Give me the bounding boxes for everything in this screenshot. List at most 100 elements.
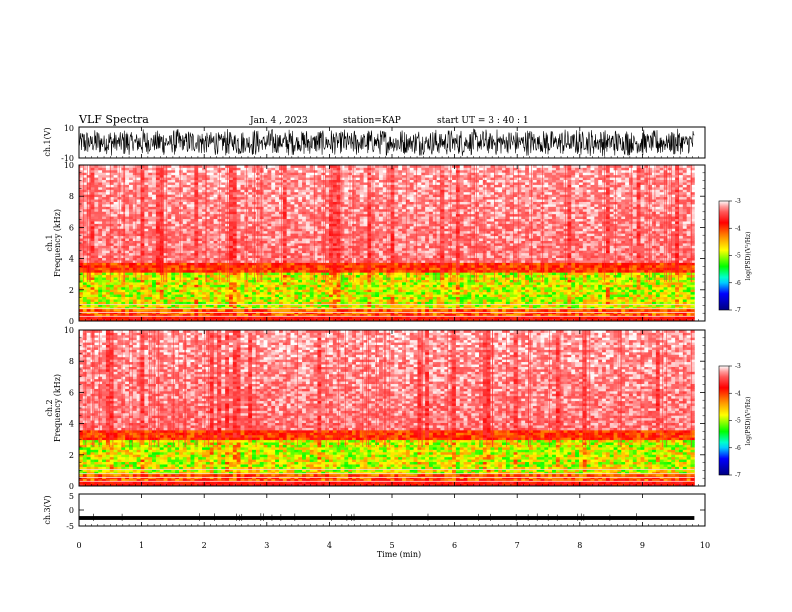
spectro-cell — [113, 308, 118, 312]
spectro-cell — [298, 201, 303, 205]
spectro-cell — [109, 313, 115, 317]
spectro-cell — [255, 284, 261, 288]
spectro-cell — [194, 206, 199, 210]
spectro-cell — [267, 294, 272, 298]
spectro-cell — [109, 299, 115, 302]
spectro-cell — [209, 313, 215, 317]
spectro-cell — [267, 223, 272, 227]
spectro-cell — [348, 313, 353, 317]
spectro-cell — [186, 165, 191, 168]
spectro-cell — [328, 201, 334, 205]
spectro-cell — [167, 250, 172, 254]
spectro-cell — [198, 223, 203, 227]
spectro-cell — [213, 174, 218, 178]
spectro-cell — [271, 296, 276, 300]
spectro-cell — [317, 289, 322, 293]
spectro-cell — [252, 286, 257, 290]
spectro-cell — [236, 221, 241, 224]
spectro-cell — [102, 269, 107, 273]
spectro-cell — [98, 221, 103, 224]
spectro-cell — [213, 294, 218, 298]
spectro-cell — [175, 284, 180, 288]
spectro-cell — [90, 316, 95, 319]
spectro-cell — [98, 250, 103, 254]
spectro-cell — [228, 267, 234, 271]
spectro-cell — [79, 313, 84, 317]
spectro-cell — [248, 221, 253, 224]
spectro-cell — [375, 267, 380, 271]
spectro-cell — [290, 230, 295, 234]
spectro-cell — [105, 252, 111, 256]
spectro-cell — [275, 260, 280, 263]
spectro-cell — [344, 169, 349, 173]
spectro-cell — [313, 196, 318, 200]
spectro-cell — [325, 318, 330, 322]
spectro-cell — [240, 218, 245, 222]
spectro-cell — [371, 191, 376, 195]
spectro-cell — [205, 308, 211, 312]
spectro-cell — [309, 279, 315, 283]
spectro-cell — [305, 277, 311, 280]
spectro-cell — [352, 289, 357, 293]
spectro-cell — [363, 245, 368, 249]
spectro-cell — [125, 286, 130, 290]
spectro-cell — [321, 286, 326, 290]
spectro-cell — [332, 247, 338, 251]
spectro-cell — [186, 303, 191, 307]
spectro-cell — [198, 282, 203, 285]
spectro-cell — [82, 186, 88, 190]
spectro-cell — [167, 184, 172, 188]
spectro-cell — [344, 218, 349, 222]
spectro-cell — [109, 269, 115, 273]
spectro-cell — [328, 306, 334, 310]
spectro-cell — [340, 316, 345, 319]
spectro-cell — [313, 225, 318, 229]
spectro-cell — [271, 174, 276, 178]
spectro-cell — [290, 299, 295, 302]
spectro-cell — [317, 201, 322, 205]
spectro-cell — [352, 264, 357, 268]
spectro-cell — [236, 269, 241, 273]
spectro-cell — [363, 191, 368, 195]
spectro-cell — [117, 174, 122, 178]
spectro-cell — [129, 169, 134, 173]
spectro-cell — [82, 264, 88, 268]
spectro-cell — [171, 167, 176, 171]
spectro-cell — [125, 250, 130, 254]
spectro-cell — [194, 277, 199, 280]
spectro-cell — [167, 257, 172, 261]
spectro-cell — [86, 245, 91, 249]
spectro-cell — [198, 296, 203, 300]
spectro-cell — [340, 174, 345, 178]
spectro-cell — [132, 267, 138, 271]
spectro-cell — [305, 289, 311, 293]
spectro-cell — [182, 294, 188, 298]
spectro-cell — [82, 296, 88, 300]
spectro-cell — [136, 284, 141, 288]
spectro-cell — [136, 233, 141, 237]
spectro-cell — [375, 191, 380, 195]
spectro-cell — [105, 303, 111, 307]
spectro-cell — [171, 211, 176, 215]
spectro-cell — [236, 252, 241, 256]
spectro-cell — [259, 286, 265, 290]
spectro-cell — [275, 211, 280, 215]
spectro-cell — [328, 238, 334, 241]
spectro-cell — [344, 235, 349, 239]
spectro-cell — [144, 233, 149, 237]
spectro-cell — [90, 230, 95, 234]
spectro-cell — [298, 167, 303, 171]
ch1-waveform-line — [78, 128, 695, 157]
spectro-cell — [275, 184, 280, 188]
spectro-cell — [367, 230, 372, 234]
spectro-cell — [255, 201, 261, 205]
spectro-cell — [105, 308, 111, 312]
spectro-cell — [232, 274, 238, 278]
spectro-cell — [175, 274, 180, 278]
spectro-cell — [282, 277, 288, 280]
spectro-cell — [344, 282, 349, 285]
spectro-cell — [140, 289, 145, 293]
spectro-cell — [117, 243, 122, 246]
spectro-cell — [202, 289, 207, 293]
spectro-cell — [255, 299, 261, 302]
